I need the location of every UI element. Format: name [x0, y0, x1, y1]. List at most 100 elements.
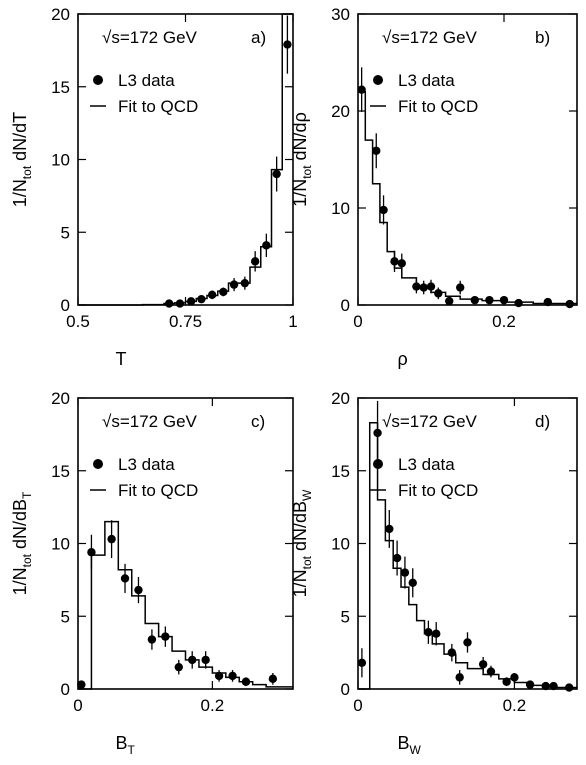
data-point	[262, 241, 271, 250]
data-point	[455, 673, 464, 682]
data-point	[161, 632, 170, 641]
x-tick-label: 0	[353, 312, 362, 331]
y-axis-label: 1/Ntot dN/dT	[10, 112, 34, 207]
plot-frame	[357, 13, 578, 306]
data-point	[390, 257, 399, 266]
legend-label-fit: Fit to QCD	[118, 481, 198, 500]
legend-label-fit: Fit to QCD	[398, 97, 478, 116]
plot-frame	[77, 397, 294, 690]
data-point	[510, 673, 519, 682]
data-point	[207, 290, 217, 300]
data-point	[541, 681, 550, 691]
data-point	[372, 146, 381, 155]
x-tick-label: 0.2	[201, 696, 225, 715]
x-tick-label: 0	[353, 696, 362, 715]
panel-label: a)	[251, 28, 266, 47]
y-tick-label: 20	[331, 389, 350, 408]
data-point	[175, 299, 185, 308]
data-point	[564, 683, 574, 692]
y-axis-label-suffix: dN/dT	[10, 112, 30, 166]
energy-label: √s=172 GeV	[102, 412, 198, 431]
data-point	[147, 635, 157, 644]
data-point	[514, 298, 523, 308]
legend-label-data: L3 data	[118, 71, 175, 90]
data-point	[397, 259, 406, 268]
energy-label: √s=172 GeV	[382, 412, 478, 431]
y-tick-label: 10	[331, 199, 350, 218]
data-point	[197, 294, 206, 304]
data-point	[87, 548, 96, 557]
data-point	[445, 296, 454, 306]
data-point	[463, 638, 472, 647]
y-tick-label: 20	[51, 5, 70, 24]
data-point	[357, 85, 366, 94]
data-point	[565, 299, 574, 309]
data-point	[134, 585, 143, 595]
y-axis-label-suffix-sub: T	[20, 491, 34, 499]
y-axis-label-sub: tot	[300, 555, 314, 569]
x-axis-label-base: T	[116, 349, 127, 369]
y-tick-label: 10	[51, 151, 70, 170]
data-point	[412, 282, 421, 291]
data-point	[250, 257, 260, 266]
y-axis-label-prefix: 1/N	[290, 569, 310, 597]
data-point	[392, 553, 402, 563]
fit-histogram	[358, 90, 577, 305]
y-tick-label: 0	[341, 680, 350, 699]
x-axis-label: T	[116, 349, 127, 369]
data-point	[486, 667, 496, 676]
legend-label-fit: Fit to QCD	[398, 481, 478, 500]
data-point	[186, 297, 196, 306]
data-point	[470, 295, 479, 305]
data-point	[268, 674, 278, 684]
data-point	[188, 655, 197, 665]
panel-label: c)	[251, 412, 265, 431]
data-point	[373, 428, 382, 438]
data-point	[549, 681, 558, 691]
y-tick-label: 30	[331, 5, 350, 24]
data-point	[502, 677, 511, 686]
data-point	[214, 671, 224, 681]
data-point	[408, 578, 417, 587]
data-point	[77, 680, 86, 689]
y-tick-label: 15	[331, 462, 350, 481]
x-tick-label: 0.2	[492, 312, 516, 331]
x-tick-label: 0	[73, 696, 82, 715]
data-point	[432, 629, 441, 638]
x-axis-label-base: ρ	[398, 349, 408, 369]
data-point	[426, 282, 436, 291]
x-axis-label-sub: W	[410, 743, 422, 757]
y-tick-label: 20	[331, 102, 350, 121]
data-point	[164, 299, 174, 308]
data-point	[120, 574, 130, 583]
data-point	[485, 295, 494, 305]
y-axis-label-suffix: dN/dB	[290, 501, 310, 556]
legend-label-data: L3 data	[118, 455, 175, 474]
legend-marker-data	[373, 459, 383, 469]
data-point	[525, 680, 535, 689]
data-point	[434, 289, 443, 298]
x-axis-label: BT	[116, 733, 136, 757]
data-point	[379, 205, 388, 215]
data-point	[240, 278, 250, 288]
y-axis-label-suffix: dN/dρ	[290, 112, 310, 165]
y-axis-label: 1/Ntot dN/dBW	[290, 489, 314, 597]
legend-label-fit: Fit to QCD	[118, 97, 198, 116]
panel-label: d)	[535, 412, 550, 431]
x-tick-label: 1	[288, 312, 297, 331]
y-tick-label: 10	[51, 535, 70, 554]
data-point	[201, 655, 210, 665]
data-point	[228, 671, 237, 681]
legend-label-data: L3 data	[398, 71, 455, 90]
energy-label: √s=172 GeV	[102, 28, 198, 47]
x-axis-label-base: B	[398, 733, 410, 753]
y-tick-label: 20	[51, 389, 70, 408]
x-axis-label-sub: T	[128, 743, 136, 757]
data-point	[174, 662, 183, 672]
y-tick-label: 0	[61, 296, 70, 315]
y-axis-label-prefix: 1/N	[10, 179, 30, 207]
